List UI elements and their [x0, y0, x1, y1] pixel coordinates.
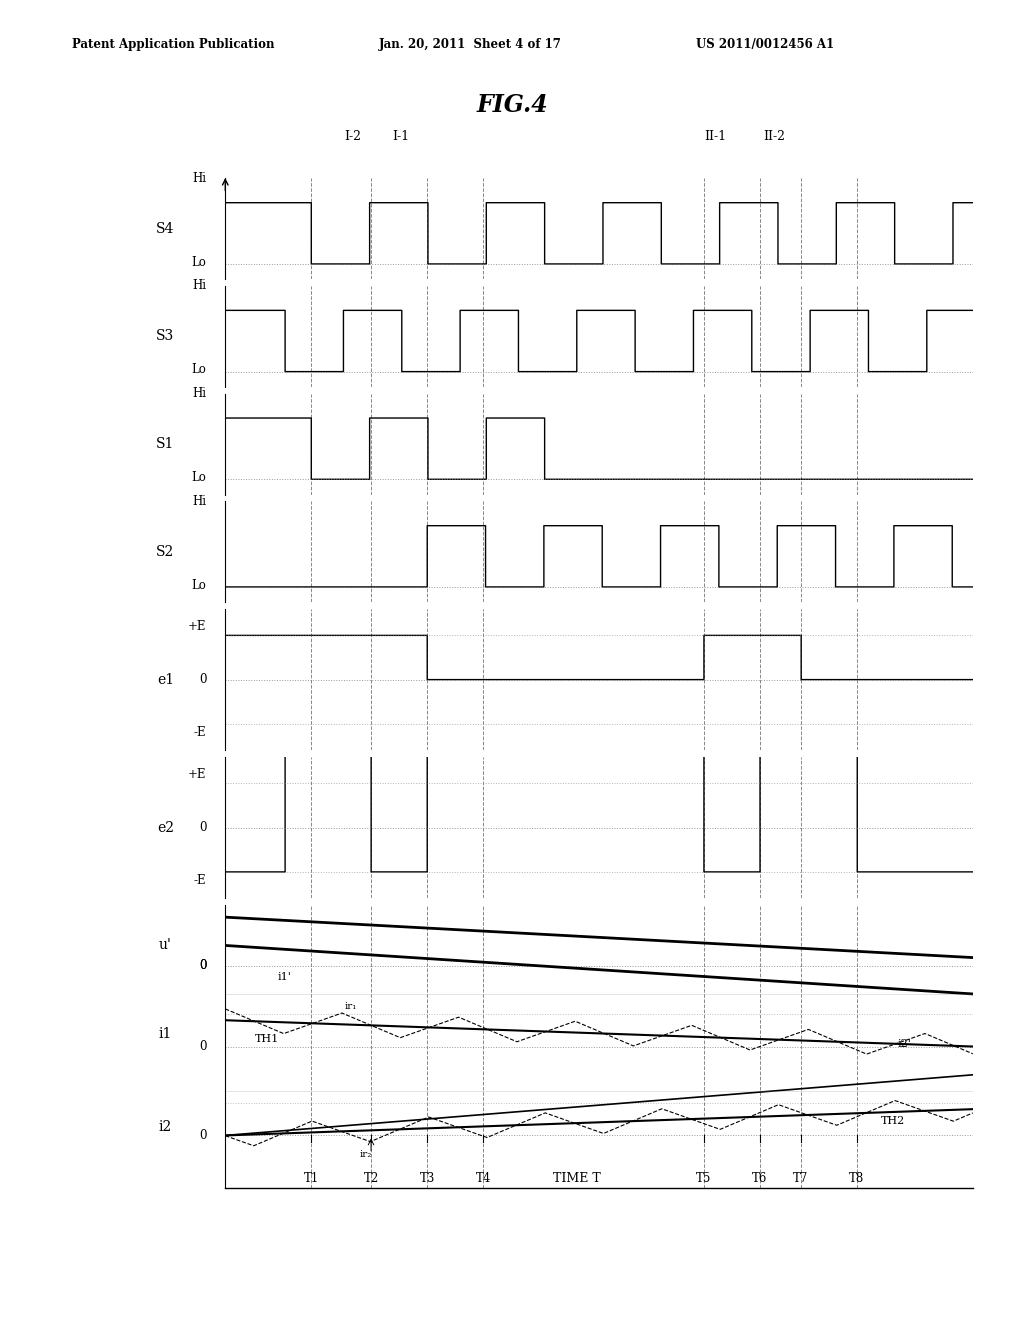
Text: T1: T1 [304, 1172, 318, 1185]
Text: I-2: I-2 [344, 129, 360, 143]
Text: Patent Application Publication: Patent Application Publication [72, 37, 274, 50]
Text: i2': i2' [898, 1039, 912, 1049]
Text: -E: -E [194, 874, 207, 887]
Text: TIME T: TIME T [553, 1172, 600, 1185]
Text: S2: S2 [157, 545, 175, 558]
Text: US 2011/0012456 A1: US 2011/0012456 A1 [696, 37, 835, 50]
Text: Hi: Hi [193, 280, 207, 292]
Text: Hi: Hi [193, 172, 207, 185]
Text: Lo: Lo [191, 256, 207, 268]
Text: II-1: II-1 [703, 129, 726, 143]
Text: T7: T7 [794, 1172, 809, 1185]
Text: e1: e1 [157, 673, 174, 686]
Text: TH1: TH1 [255, 1035, 280, 1044]
Text: u': u' [159, 939, 172, 953]
Text: S1: S1 [157, 437, 175, 451]
Text: Hi: Hi [193, 495, 207, 508]
Text: Lo: Lo [191, 578, 207, 591]
Text: +E: +E [188, 768, 207, 781]
Text: 0: 0 [199, 821, 207, 834]
Text: S3: S3 [157, 330, 175, 343]
Text: 0: 0 [199, 1129, 207, 1142]
Text: ir₂: ir₂ [359, 1150, 372, 1159]
Text: +E: +E [188, 620, 207, 634]
Text: Hi: Hi [193, 387, 207, 400]
Text: e2: e2 [157, 821, 174, 834]
Text: 0: 0 [199, 960, 207, 972]
Text: T8: T8 [849, 1172, 864, 1185]
Text: II-2: II-2 [764, 129, 785, 143]
Text: T5: T5 [696, 1172, 712, 1185]
Text: T6: T6 [752, 1172, 767, 1185]
Text: Jan. 20, 2011  Sheet 4 of 17: Jan. 20, 2011 Sheet 4 of 17 [379, 37, 562, 50]
Text: I-1: I-1 [392, 129, 410, 143]
Text: T3: T3 [420, 1172, 435, 1185]
Text: T4: T4 [475, 1172, 490, 1185]
Text: Lo: Lo [191, 363, 207, 376]
Text: 0: 0 [199, 960, 207, 972]
Text: Lo: Lo [191, 471, 207, 484]
Text: i1': i1' [278, 972, 292, 982]
Text: FIG.4: FIG.4 [476, 94, 548, 117]
Text: T2: T2 [364, 1172, 379, 1185]
Text: ir₁: ir₁ [345, 1002, 357, 1011]
Text: i1: i1 [159, 1027, 172, 1041]
Text: i2: i2 [159, 1121, 172, 1134]
Text: S4: S4 [157, 222, 175, 236]
Text: TH2: TH2 [882, 1117, 905, 1126]
Text: 0: 0 [199, 673, 207, 686]
Text: -E: -E [194, 726, 207, 739]
Text: 0: 0 [199, 1040, 207, 1053]
